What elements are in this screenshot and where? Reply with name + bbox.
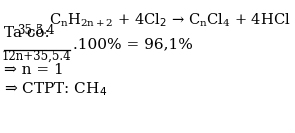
Text: ⇒ CTPT: CH$_4$: ⇒ CTPT: CH$_4$ [4,80,107,98]
Text: 12n+35,5.4: 12n+35,5.4 [1,50,71,63]
Text: Ta có:: Ta có: [4,26,50,40]
Text: $\mathregular{C_nH_{2n+2}}$ + 4Cl$_2$ → $\mathregular{C_nCl_4}$ + 4HCl: $\mathregular{C_nH_{2n+2}}$ + 4Cl$_2$ → … [49,11,291,29]
Text: 35,5.4: 35,5.4 [17,24,55,37]
Text: .100% = 96,1%: .100% = 96,1% [73,37,193,51]
Text: ⇒ n = 1: ⇒ n = 1 [4,63,64,77]
